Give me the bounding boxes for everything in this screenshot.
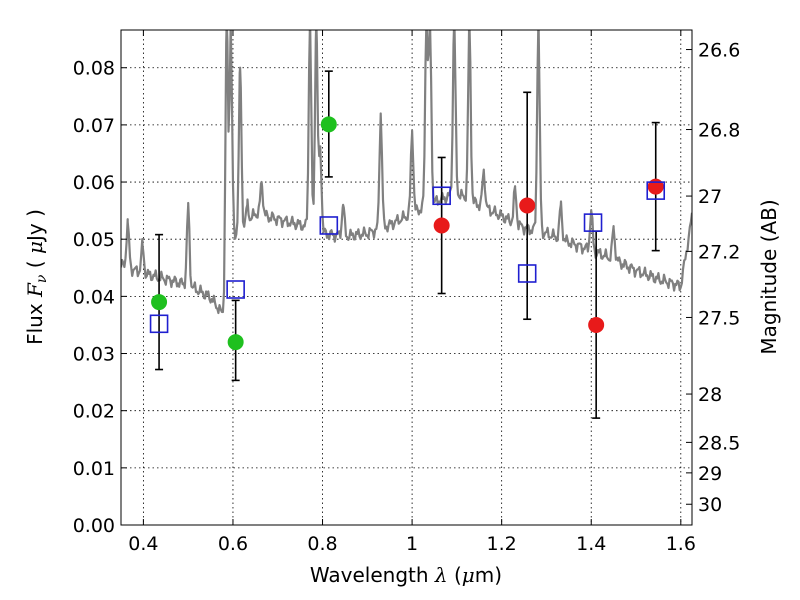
- data-point-square: [319, 216, 339, 235]
- magnitude-tick-label: 26.6: [698, 40, 740, 62]
- y-tick-label: 0.05: [73, 229, 115, 251]
- data-point-circle: [519, 197, 536, 214]
- x-axis-label-units-open: (: [454, 563, 462, 587]
- y2-axis-label: Magnitude (AB): [757, 199, 781, 354]
- data-point-circle: [433, 217, 450, 234]
- data-point-circle: [227, 334, 244, 351]
- y-axis-label-units-mu: μ: [23, 241, 47, 254]
- y-tick-label: 0.08: [73, 58, 115, 80]
- y-tick-label: 0.02: [73, 401, 115, 423]
- y-axis-label: Flux Fν ( μJy ): [23, 209, 50, 345]
- x-tick-label: 0.8: [307, 533, 337, 555]
- x-axis-label: Wavelength λ (μm): [310, 563, 502, 587]
- y-tick-label: 0.00: [73, 515, 115, 537]
- plot-frame: [120, 29, 693, 526]
- y-tick-label: 0.01: [73, 458, 115, 480]
- y-axis-label-units-open: (: [23, 260, 47, 268]
- magnitude-tick-label: 27.5: [698, 307, 740, 329]
- marker-layer: [149, 116, 666, 351]
- grid: [121, 30, 692, 526]
- x-tick-label: 0.4: [128, 533, 158, 555]
- data-point-circle: [320, 116, 337, 133]
- spectrum-layer: [121, 30, 692, 315]
- data-point-square: [149, 314, 169, 334]
- magnitude-tick-label: 27: [698, 186, 722, 208]
- y-tick-label: 0.07: [73, 115, 115, 137]
- x-axis-label-units-mu: μ: [462, 563, 475, 587]
- data-point-circle: [588, 316, 605, 333]
- data-point-square: [226, 280, 245, 299]
- data-point-square: [583, 213, 603, 232]
- y-axis-label-text: Flux: [23, 303, 47, 345]
- tick-layer: 0.4 0.6 0.8 1 1.2 1.4 1.6 0.00 0.01 0.02 0.03 0.04 0…: [73, 30, 740, 555]
- magnitude-tick-label: 27.2: [698, 241, 740, 263]
- x-tick-label: 1: [406, 533, 418, 555]
- y-tick-label: 0.04: [73, 286, 115, 308]
- y-axis-label-symbol: F: [23, 282, 47, 298]
- data-point-square: [646, 181, 666, 200]
- x-tick-label: 0.6: [218, 533, 248, 555]
- magnitude-tick-label: 28: [698, 384, 722, 406]
- y-tick-label: 0.06: [73, 172, 115, 194]
- x-tick-label: 1.2: [487, 533, 517, 555]
- magnitude-tick-label: 28.5: [698, 432, 740, 454]
- x-axis-label-symbol: λ: [434, 563, 448, 587]
- y-axis-label-symbol-sub: ν: [34, 274, 50, 283]
- data-point-circle: [151, 294, 168, 311]
- magnitude-tick-label: 26.8: [698, 120, 740, 142]
- magnitude-tick-label: 29: [698, 463, 722, 485]
- x-tick-label: 1.4: [576, 533, 606, 555]
- data-point-square: [517, 264, 537, 283]
- x-axis-label-units-rest: m): [475, 563, 502, 587]
- y-axis-label-units-rest: Jy ): [23, 209, 47, 243]
- plot-background: [121, 30, 692, 525]
- y-tick-label: 0.03: [73, 344, 115, 366]
- data-point-square: [432, 186, 451, 206]
- x-axis-label-text: Wavelength: [310, 563, 429, 587]
- spectrum-line: [121, 30, 692, 315]
- magnitude-tick-label: 30: [698, 494, 722, 516]
- x-tick-label: 1.6: [666, 533, 696, 555]
